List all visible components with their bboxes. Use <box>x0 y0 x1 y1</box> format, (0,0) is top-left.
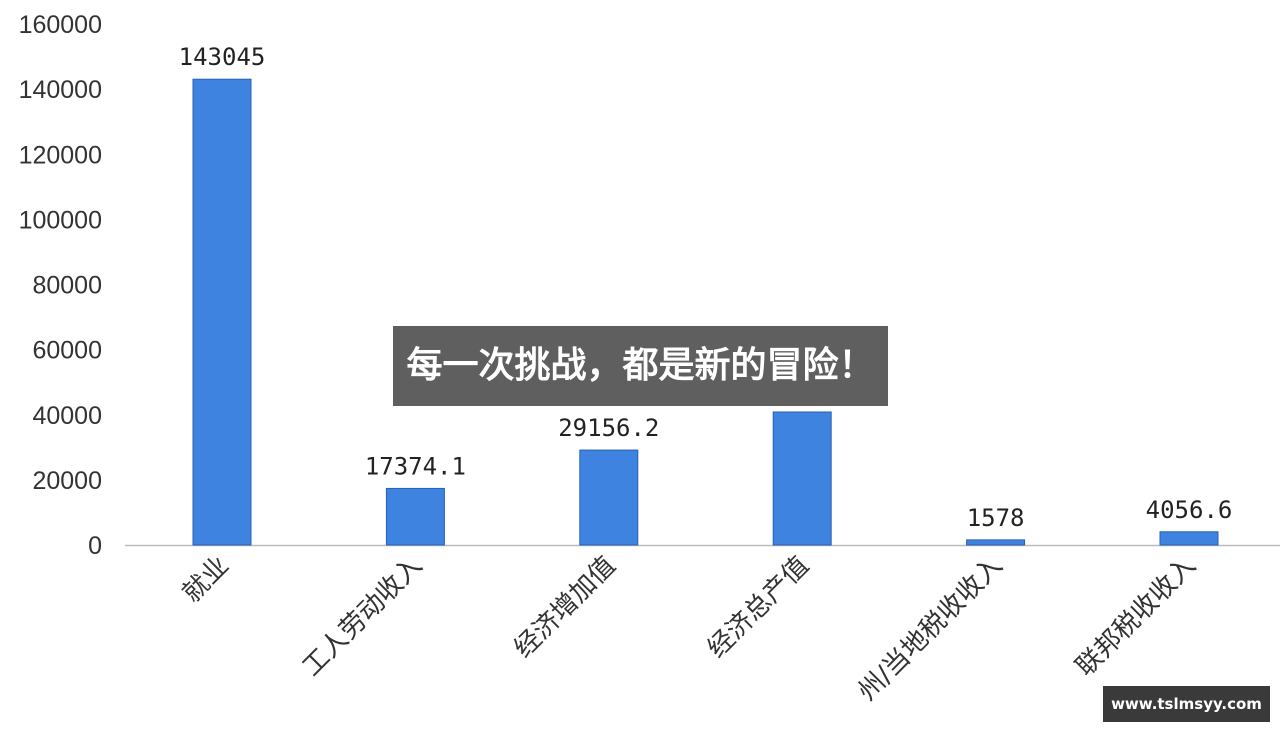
data-label: 4056.6 <box>1146 496 1233 524</box>
y-tick-label: 80000 <box>32 272 102 300</box>
site-badge[interactable]: www.tslmsyy.com <box>1103 686 1270 722</box>
overlay-banner: 每一次挑战，都是新的冒险！ <box>393 326 888 406</box>
x-tick-label: 州/当地税收收入 <box>852 551 1008 707</box>
data-label: 29156.2 <box>558 414 659 442</box>
bar <box>385 487 445 546</box>
data-label: 143045 <box>179 43 266 71</box>
x-tick-label: 经济增加值 <box>509 551 622 664</box>
y-tick-label: 140000 <box>19 76 102 104</box>
bar <box>966 539 1026 546</box>
y-tick-label: 60000 <box>32 337 102 365</box>
x-tick-label: 工人劳动收入 <box>297 551 429 683</box>
y-tick-label: 160000 <box>19 11 102 39</box>
y-tick-label: 0 <box>88 532 102 560</box>
bar <box>192 78 252 546</box>
y-tick-label: 120000 <box>19 141 102 169</box>
bar <box>1159 531 1219 546</box>
bar <box>772 411 832 546</box>
data-label: 17374.1 <box>365 452 466 480</box>
y-tick-label: 40000 <box>32 402 102 430</box>
x-tick-label: 经济总产值 <box>702 551 815 664</box>
x-tick-label: 就业 <box>177 551 235 609</box>
y-tick-label: 20000 <box>32 467 102 495</box>
data-label: 1578 <box>967 504 1025 532</box>
bar <box>579 449 639 546</box>
y-tick-label: 100000 <box>19 206 102 234</box>
x-tick-label: 联邦税收收入 <box>1070 551 1202 683</box>
